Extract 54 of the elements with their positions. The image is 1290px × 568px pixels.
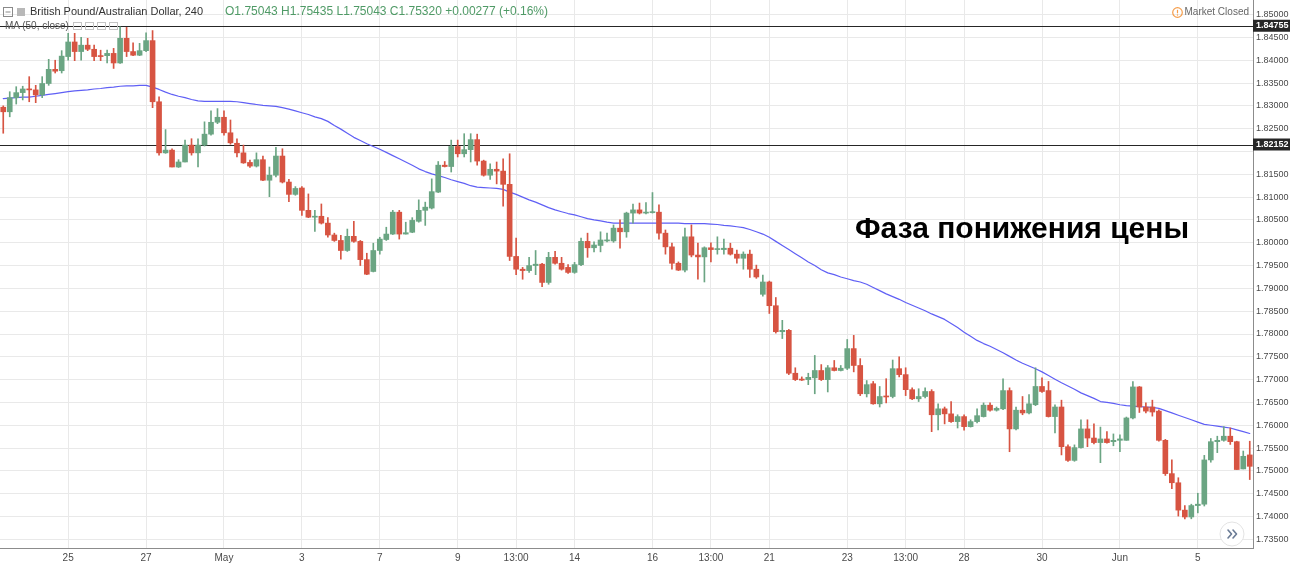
x-tick-label: 5	[1195, 551, 1202, 563]
x-tick-label: Jun	[1111, 551, 1128, 563]
candlestick	[935, 403, 941, 431]
x-tick-label: 7	[377, 551, 384, 563]
y-tick-label: 1.74000	[1256, 511, 1289, 521]
x-tick-label: 16	[646, 551, 659, 563]
x-tick-label: 9	[454, 551, 461, 563]
candlestick	[312, 210, 318, 232]
annotation: Фаза понижения цены	[855, 211, 1190, 245]
x-tick-label: 23	[841, 551, 854, 563]
candlestick	[52, 59, 59, 74]
y-tick-label: 1.83000	[1256, 100, 1289, 111]
x-tick-label: 14	[569, 551, 581, 563]
y-tick-label: 1.78000	[1256, 328, 1289, 339]
y-tick-label: 1.80500	[1256, 214, 1289, 225]
y-tick-label: 1.82500	[1256, 123, 1289, 134]
x-tick-label: 21	[763, 551, 776, 563]
y-tick-label: 1.81500	[1256, 168, 1289, 179]
y-tick-label: 1.84500	[1256, 31, 1289, 42]
candlestick	[708, 242, 714, 263]
x-tick-label: 25	[62, 551, 75, 563]
ref-line-label: 1.84755	[1256, 20, 1289, 31]
x-tick-label: 30	[1036, 551, 1048, 563]
y-tick-label: 1.77500	[1256, 351, 1289, 362]
x-tick-label: 13:00	[698, 551, 724, 563]
y-tick-label: 1.73500	[1256, 533, 1289, 544]
y-tick-label: 1.80000	[1256, 237, 1289, 248]
chart-subtitle: O1.75043 H1.75435 L1.75043 C1.75320 +0.00277 (+0.16%)	[225, 4, 548, 19]
y-tick-label: 1.74500	[1256, 488, 1289, 499]
y-tick-label: 1.77000	[1256, 374, 1289, 385]
y-tick-label: 1.85000	[1256, 9, 1289, 20]
x-tick-label: 13:00	[503, 551, 530, 563]
candlestick	[779, 319, 786, 339]
x-tick-label: 28	[958, 551, 971, 563]
y-tick-label: 1.83500	[1256, 77, 1289, 88]
chart-title: British Pound/Australian Dollar, 240	[30, 5, 204, 18]
y-tick-label: 1.76000	[1256, 419, 1289, 430]
annotation: Market Closed	[1184, 5, 1249, 17]
y-tick-label: 1.79500	[1256, 260, 1289, 271]
y-tick-label: 1.81000	[1256, 191, 1289, 202]
candlestick	[617, 219, 623, 249]
y-tick-label: 1.79000	[1256, 282, 1289, 293]
y-tick-label: 1.78500	[1256, 305, 1289, 316]
y-tick-label: 1.75500	[1256, 442, 1289, 453]
x-tick-label: May	[214, 551, 234, 563]
y-tick-label: 1.75000	[1256, 465, 1289, 476]
candlestick	[104, 49, 110, 64]
x-tick-label: 3	[299, 551, 306, 563]
ref-line-label: 1.82152	[1256, 139, 1289, 150]
y-tick-label: 1.84000	[1256, 54, 1289, 65]
candlestick	[0, 105, 7, 134]
x-tick-label: 27	[140, 551, 153, 563]
y-tick-label: 1.76500	[1256, 396, 1289, 407]
x-tick-label: 13:00	[893, 551, 919, 563]
